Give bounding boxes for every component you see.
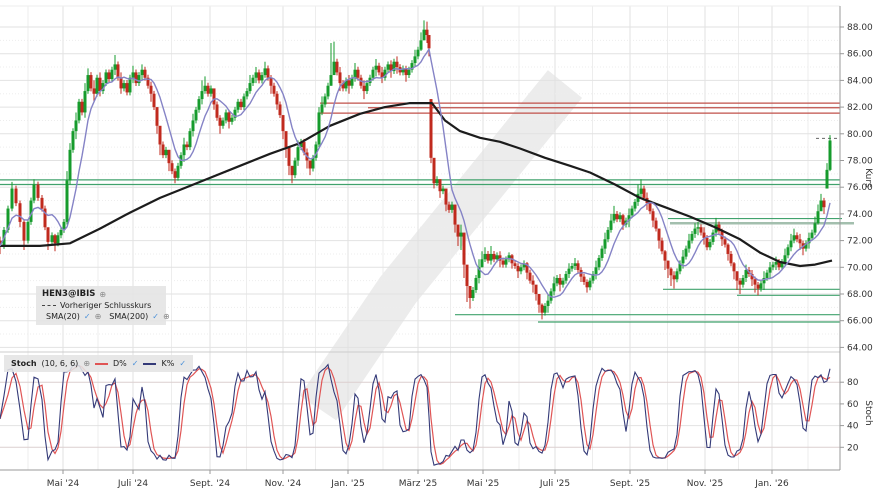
stoch-k-checkbox[interactable]: ✓ — [179, 359, 187, 368]
sma20-label: SMA(20) — [46, 312, 80, 321]
panel-borders — [0, 5, 840, 353]
stoch-tick-label: 20 — [847, 443, 859, 453]
symbol-label: HEN3@IBIS — [42, 289, 96, 299]
stoch-tick-label: 60 — [847, 400, 859, 410]
stoch-name-label: Stoch — [11, 359, 37, 368]
price-tick-label: 80.00 — [847, 130, 873, 140]
stochastic — [0, 363, 831, 466]
stoch-d-line-sample — [95, 362, 109, 365]
sma200 — [0, 101, 833, 268]
stoch-k-line — [0, 363, 831, 466]
sma200-visible-checkbox[interactable]: ✓ — [152, 312, 159, 321]
month-tick-label: Sept. '25 — [610, 479, 650, 489]
sma20 — [0, 48, 831, 298]
price-tick-label: 78.00 — [847, 157, 873, 167]
stoch-axis-title: Stoch — [863, 400, 873, 425]
price-tick-label: 84.00 — [847, 76, 873, 86]
sma20-visible-checkbox[interactable]: ✓ — [83, 312, 91, 321]
stoch-legend[interactable]: Stoch (10, 6, 6) ⊕ D% ✓ K% ✓ — [4, 355, 194, 372]
month-tick-label: März '25 — [399, 479, 438, 489]
prev-close-line-sample — [42, 305, 56, 306]
month-tick-label: Juli '24 — [117, 479, 148, 489]
price-tick-label: 82.00 — [847, 103, 873, 113]
month-tick-label: Sept. '24 — [190, 479, 230, 489]
stoch-params-label: (10, 6, 6) — [41, 359, 79, 368]
month-tick-label: Juli '25 — [539, 479, 570, 489]
month-tick-label: Nov. '24 — [265, 479, 302, 489]
level-lines — [0, 102, 854, 323]
stoch-d-label: D% — [113, 359, 127, 368]
globe-icon[interactable]: ⊕ — [99, 289, 107, 299]
month-tick-label: Jan. '26 — [754, 479, 789, 489]
price-tick-label: 70.00 — [847, 263, 873, 273]
stoch-settings-icon[interactable]: ⊕ — [83, 358, 91, 368]
price-tick-label: 72.00 — [847, 237, 873, 247]
month-tick-label: Jan. '25 — [330, 479, 365, 489]
axes: 88.00 86.00 84.00 82.00 80.00 78.00 76.00 74.00… — [0, 6, 873, 489]
sma200-settings-icon[interactable]: ⊕ — [162, 311, 170, 321]
price-tick-label: 66.00 — [847, 317, 873, 327]
sma20-settings-icon[interactable]: ⊕ — [94, 311, 102, 321]
sma200-label: SMA(200) — [109, 312, 149, 321]
stoch-d-line — [0, 364, 831, 466]
month-tick-label: Nov. '25 — [687, 479, 724, 489]
price-tick-label: 76.00 — [847, 183, 873, 193]
price-legend[interactable]: HEN3@IBIS ⊕ Vorheriger Schlusskurs SMA(2… — [36, 286, 170, 325]
price-tick-label: 88.00 — [847, 23, 873, 33]
stoch-k-label: K% — [161, 359, 175, 368]
stoch-k-line-sample — [143, 362, 157, 365]
kurs-axis-title: Kurs — [863, 168, 873, 188]
month-tick-label: Mai '25 — [467, 479, 500, 489]
price-tick-label: 86.00 — [847, 50, 873, 60]
month-tick-label: Mai '24 — [47, 479, 80, 489]
watermark-slash — [299, 70, 583, 421]
price-tick-label: 64.00 — [847, 343, 873, 353]
price-tick-label: 68.00 — [847, 290, 873, 300]
stoch-tick-label: 40 — [847, 422, 859, 432]
stoch-tick-label: 80 — [847, 378, 859, 388]
sma200-line — [0, 101, 833, 268]
price-tick-label: 74.00 — [847, 210, 873, 220]
sma20-line — [0, 48, 831, 298]
stoch-d-checkbox[interactable]: ✓ — [131, 359, 139, 368]
prev-close-label: Vorheriger Schlusskurs — [60, 301, 152, 310]
